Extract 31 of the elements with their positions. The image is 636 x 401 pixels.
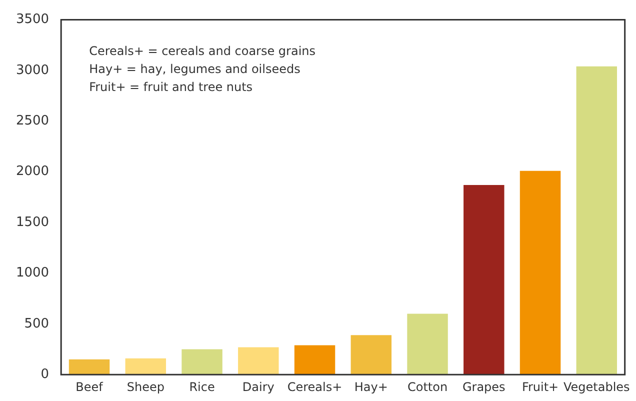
x-tick-label: Vegetables <box>563 380 630 394</box>
x-tick-label: Sheep <box>126 380 164 394</box>
y-tick-label: 500 <box>24 316 50 332</box>
y-tick-label: 3500 <box>16 12 50 28</box>
annotation: Fruit+ = fruit and tree nuts <box>89 80 253 94</box>
bar <box>350 335 392 375</box>
bar <box>238 347 279 375</box>
bar <box>182 349 222 375</box>
x-tick-label: Fruit+ <box>522 380 559 394</box>
bar <box>125 358 166 375</box>
bar <box>407 314 448 375</box>
x-tick-label: Dairy <box>242 380 274 394</box>
x-tick-label: Cotton <box>407 380 448 394</box>
bar <box>294 345 336 375</box>
x-tick-label: Beef <box>76 380 104 394</box>
bar <box>68 359 110 375</box>
annotation: Hay+ = hay, legumes and oilseeds <box>89 62 300 76</box>
bar <box>464 185 504 375</box>
y-tick-label: 2000 <box>16 164 50 180</box>
y-tick-label: 3000 <box>16 62 50 78</box>
y-tick-label: 1000 <box>16 266 50 281</box>
bar <box>576 66 618 375</box>
y-tick-label: 1500 <box>16 214 50 230</box>
y-tick-label: 0 <box>40 366 50 382</box>
x-tick-label: Cereals+ <box>287 380 342 394</box>
annotation: Cereals+ = cereals and coarse grains <box>89 44 316 58</box>
bar <box>520 170 561 375</box>
y-tick-label: 2500 <box>16 114 50 129</box>
x-tick-label: Rice <box>189 380 215 394</box>
x-tick-label: Grapes <box>462 380 506 394</box>
x-tick-label: Hay+ <box>354 380 388 394</box>
